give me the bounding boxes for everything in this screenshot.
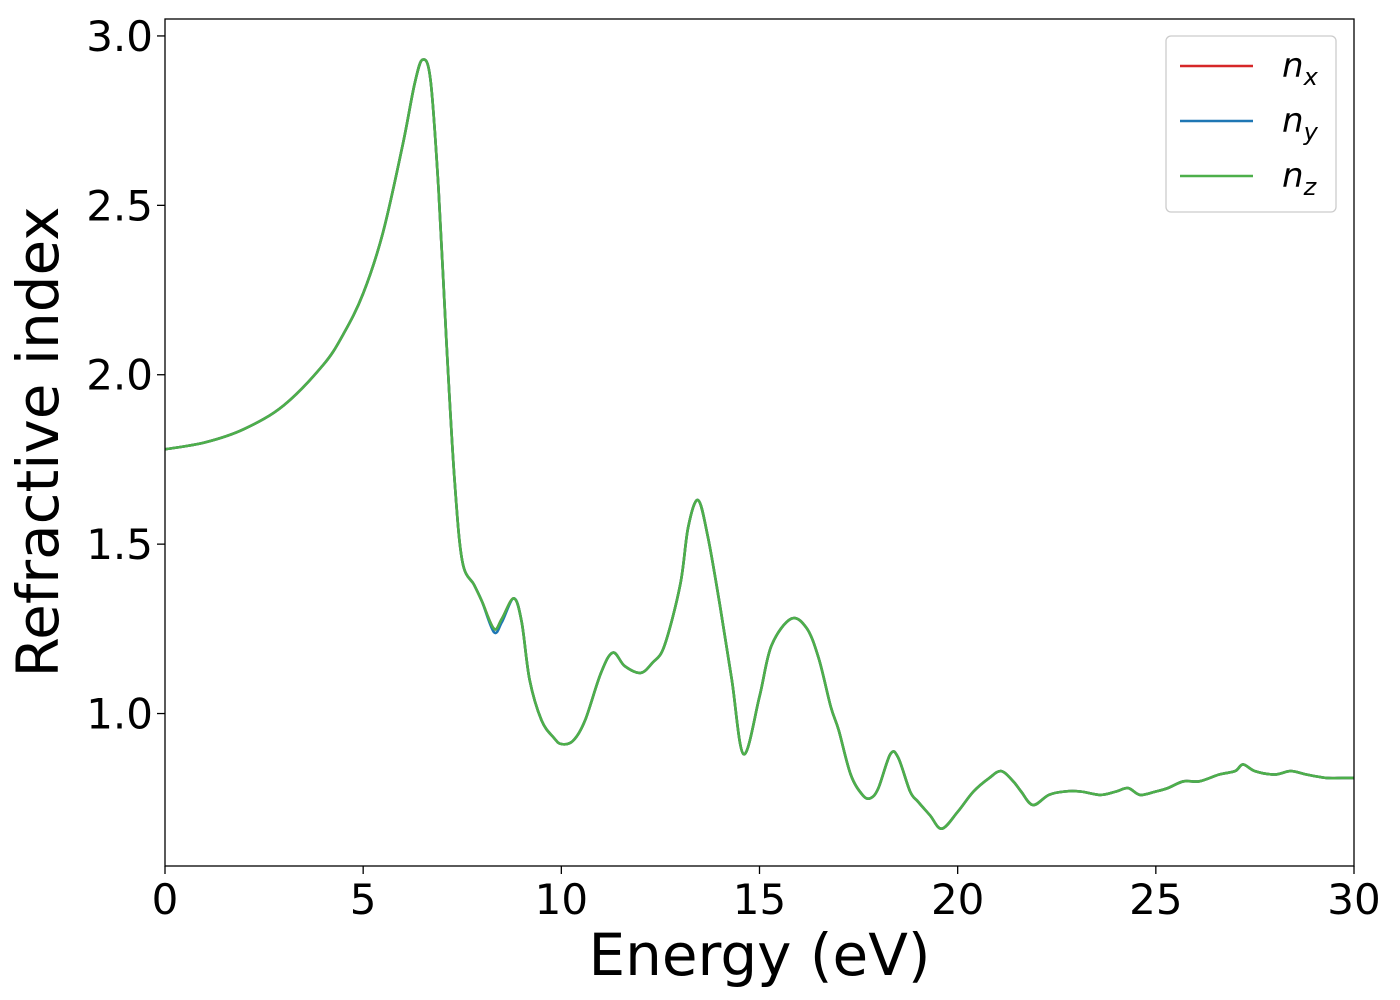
x-axis-ticks: 0 5 10 15 20 25 30 xyxy=(152,866,1381,924)
x-tick-label: 10 xyxy=(535,875,588,924)
x-tick-label: 15 xyxy=(733,875,786,924)
legend-frame xyxy=(1165,35,1337,213)
y-tick-label: 3.0 xyxy=(86,12,153,61)
y-axis-title: Refractive index xyxy=(4,206,72,677)
y-tick-label: 2.0 xyxy=(86,351,153,400)
legend-label-nz: nz xyxy=(1282,156,1318,201)
y-tick-label: 1.5 xyxy=(86,520,153,569)
legend: nx ny nz xyxy=(1165,35,1337,213)
series-line-nz xyxy=(164,58,1354,830)
series-layer xyxy=(164,58,1354,830)
y-tick-label: 1.0 xyxy=(86,690,153,739)
x-tick-label: 0 xyxy=(152,875,179,924)
y-axis-ticks: 1.0 1.5 2.0 2.5 3.0 xyxy=(86,12,165,739)
x-tick-label: 30 xyxy=(1327,875,1380,924)
legend-label-ny: ny xyxy=(1282,101,1319,146)
x-tick-label: 25 xyxy=(1129,875,1182,924)
y-tick-label: 2.5 xyxy=(86,181,153,230)
x-axis-title: Energy (eV) xyxy=(588,921,930,989)
legend-label-nx: nx xyxy=(1282,46,1319,91)
x-tick-label: 20 xyxy=(931,875,984,924)
x-tick-label: 5 xyxy=(350,875,377,924)
legend-entries: nx ny nz xyxy=(1180,46,1319,201)
